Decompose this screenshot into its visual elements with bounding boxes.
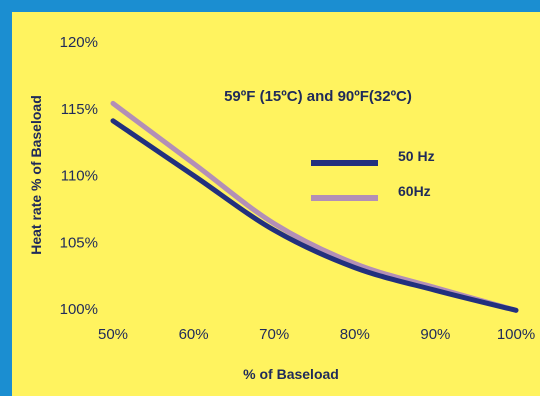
chart-panel xyxy=(12,12,540,396)
series-lines xyxy=(110,100,519,313)
legend-label: 60Hz xyxy=(398,183,431,199)
y-axis-title: Heat rate % of Baseload xyxy=(28,95,44,255)
x-tick-label: 60% xyxy=(179,326,209,343)
x-axis-title: % of Baseload xyxy=(243,366,339,382)
y-axis-ticks: 100% 105% 110% 115% 120% xyxy=(60,34,98,318)
series-line-60hz xyxy=(110,100,519,313)
x-tick-label: 90% xyxy=(420,326,450,343)
x-tick-label: 100% xyxy=(497,326,535,343)
y-tick-label: 110% xyxy=(61,168,98,185)
x-tick-label: 70% xyxy=(259,326,289,343)
x-axis-ticks: 50% 60% 70% 80% 90% 100% xyxy=(98,326,535,343)
series-line-50hz xyxy=(110,118,519,313)
legend: 50 Hz 60Hz xyxy=(311,148,435,201)
y-tick-label: 115% xyxy=(61,101,98,118)
y-tick-label: 105% xyxy=(60,234,98,251)
x-tick-label: 50% xyxy=(98,326,128,343)
y-tick-label: 100% xyxy=(60,301,98,318)
x-tick-label: 80% xyxy=(340,326,370,343)
legend-label: 50 Hz xyxy=(398,148,435,164)
chart-title: 59ºF (15ºC) and 90ºF(32ºC) xyxy=(224,88,412,105)
y-tick-label: 120% xyxy=(60,34,98,51)
